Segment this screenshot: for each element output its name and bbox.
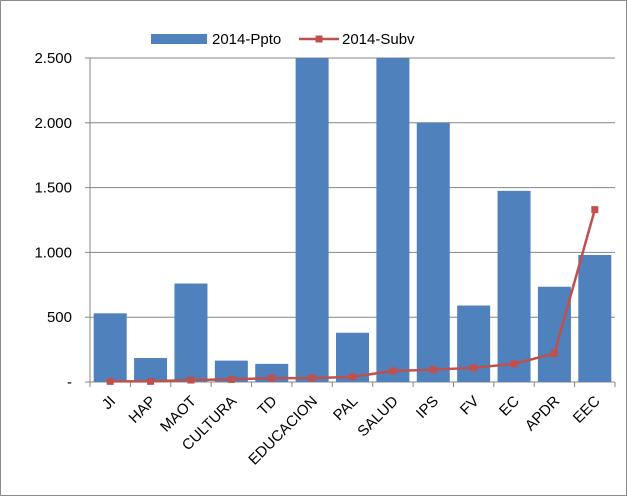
point-apdr [550,349,558,357]
bar-maot [174,283,208,382]
y-axis-ticks: - 500 1.000 1.500 2.000 2.500 [34,50,72,391]
legend-label-subv: 2014-Subv [342,31,415,48]
y-tick-label-3: 1.500 [34,180,72,197]
line-series [106,206,599,385]
legend-swatch-ppto [151,34,207,44]
x-tick-label-fv: FV [457,393,483,419]
y-tick-label-4: 2.000 [34,115,72,132]
bar-eec [578,254,612,382]
bar-ec [497,190,531,382]
point-educacion [308,374,316,382]
x-tick-label-hap: HAP [126,393,160,427]
point-ips [429,366,437,374]
bar-educacion [295,58,329,382]
point-fv [470,364,478,372]
point-maot [187,376,195,384]
point-eec [591,206,599,214]
point-td [268,374,276,382]
x-tick-label-eec: EEC [570,393,604,427]
bar-hap [134,358,168,382]
x-tick-label-ips: IPS [413,393,442,422]
bar-apdr [537,286,571,382]
bar-ji [93,313,127,382]
legend-marker-subv [315,35,323,43]
bar-salud [376,58,410,382]
point-hap [147,377,155,385]
y-tick-label-2: 1.000 [34,244,72,261]
x-tick-label-salud: SALUD [354,393,402,441]
point-ji [106,377,114,385]
bar-series [93,58,612,383]
x-tick-label-pal: PAL [330,393,361,424]
y-tick-label-0: - [67,374,72,391]
bar-cultura [214,360,248,382]
bar-ips [416,122,450,383]
point-pal [349,373,356,381]
y-tick-label-5: 2.500 [34,50,72,67]
y-tick-label-1: 500 [47,309,72,326]
point-salud [389,367,397,375]
x-tick-label-apdr: APDR [522,393,564,435]
x-tick-label-ji: JI [99,393,119,413]
legend: 2014-Ppto 2014-Subv [151,31,415,48]
legend-label-ppto: 2014-Ppto [212,31,281,48]
x-tick-label-td: TD [254,393,280,419]
x-tick-label-ec: EC [496,393,523,420]
point-ec [510,360,518,368]
point-cultura [227,375,235,383]
gridlines [90,57,615,318]
